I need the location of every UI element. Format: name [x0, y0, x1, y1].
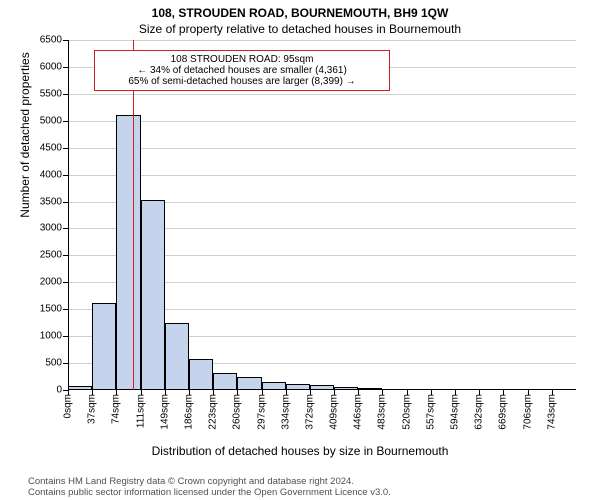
chart-title: 108, STROUDEN ROAD, BOURNEMOUTH, BH9 1QW [0, 6, 600, 20]
x-axis-label: Distribution of detached houses by size … [0, 444, 600, 458]
histogram-bar [92, 303, 116, 390]
footer-line-2: Contains public sector information licen… [0, 487, 600, 498]
xtick-label: 0sqm [63, 390, 74, 418]
xtick-label: 594sqm [450, 390, 461, 430]
xtick-label: 186sqm [183, 390, 194, 430]
xtick-label: 111sqm [135, 390, 146, 428]
xtick-label: 446sqm [353, 390, 364, 430]
plot-area: 0500100015002000250030003500400045005000… [68, 40, 576, 390]
annotation-line: 65% of semi-detached houses are larger (… [98, 76, 386, 87]
y-axis-label: Number of detached properties [18, 0, 32, 310]
xtick-label: 223sqm [208, 390, 219, 430]
xtick-label: 520sqm [401, 390, 412, 430]
property-marker-line [133, 40, 134, 390]
xtick-label: 669sqm [498, 390, 509, 430]
xtick-label: 632sqm [474, 390, 485, 430]
chart-root: 108, STROUDEN ROAD, BOURNEMOUTH, BH9 1QW… [0, 0, 600, 500]
xtick-label: 74sqm [111, 390, 122, 424]
xtick-label: 706sqm [522, 390, 533, 430]
ytick-label: 6500 [40, 35, 68, 46]
xtick-label: 297sqm [256, 390, 267, 430]
xtick-label: 260sqm [232, 390, 243, 430]
xtick-label: 149sqm [159, 390, 170, 430]
ytick-label: 5500 [40, 88, 68, 99]
ytick-label: 4500 [40, 142, 68, 153]
ytick-label: 500 [45, 358, 68, 369]
histogram-bar [213, 373, 237, 390]
histogram-bar [141, 200, 165, 390]
ytick-label: 2500 [40, 250, 68, 261]
ytick-label: 3000 [40, 223, 68, 234]
histogram-bar [116, 115, 140, 390]
gridline [68, 40, 576, 41]
footer-line-1: Contains HM Land Registry data © Crown c… [0, 476, 600, 487]
annotation-line: ← 34% of detached houses are smaller (4,… [98, 65, 386, 76]
gridline [68, 148, 576, 149]
ytick-label: 1500 [40, 304, 68, 315]
histogram-bar [189, 359, 213, 390]
chart-subtitle: Size of property relative to detached ho… [0, 22, 600, 36]
annotation-line: 108 STROUDEN ROAD: 95sqm [98, 54, 386, 65]
xtick-label: 334sqm [280, 390, 291, 430]
xtick-label: 372sqm [304, 390, 315, 430]
y-axis-spine [68, 40, 69, 390]
gridline [68, 94, 576, 95]
ytick-label: 2000 [40, 277, 68, 288]
xtick-label: 409sqm [329, 390, 340, 430]
x-axis-spine [68, 389, 576, 390]
ytick-label: 6000 [40, 61, 68, 72]
ytick-label: 1000 [40, 331, 68, 342]
gridline [68, 121, 576, 122]
ytick-label: 5000 [40, 115, 68, 126]
annotation-box: 108 STROUDEN ROAD: 95sqm← 34% of detache… [94, 50, 390, 91]
ytick-label: 3500 [40, 196, 68, 207]
ytick-label: 4000 [40, 169, 68, 180]
histogram-bar [237, 377, 261, 390]
xtick-label: 37sqm [87, 390, 98, 424]
histogram-bar [165, 323, 189, 390]
gridline [68, 175, 576, 176]
xtick-label: 483sqm [377, 390, 388, 430]
footer-attribution: Contains HM Land Registry data © Crown c… [0, 476, 600, 498]
xtick-label: 557sqm [425, 390, 436, 430]
xtick-label: 743sqm [546, 390, 557, 430]
